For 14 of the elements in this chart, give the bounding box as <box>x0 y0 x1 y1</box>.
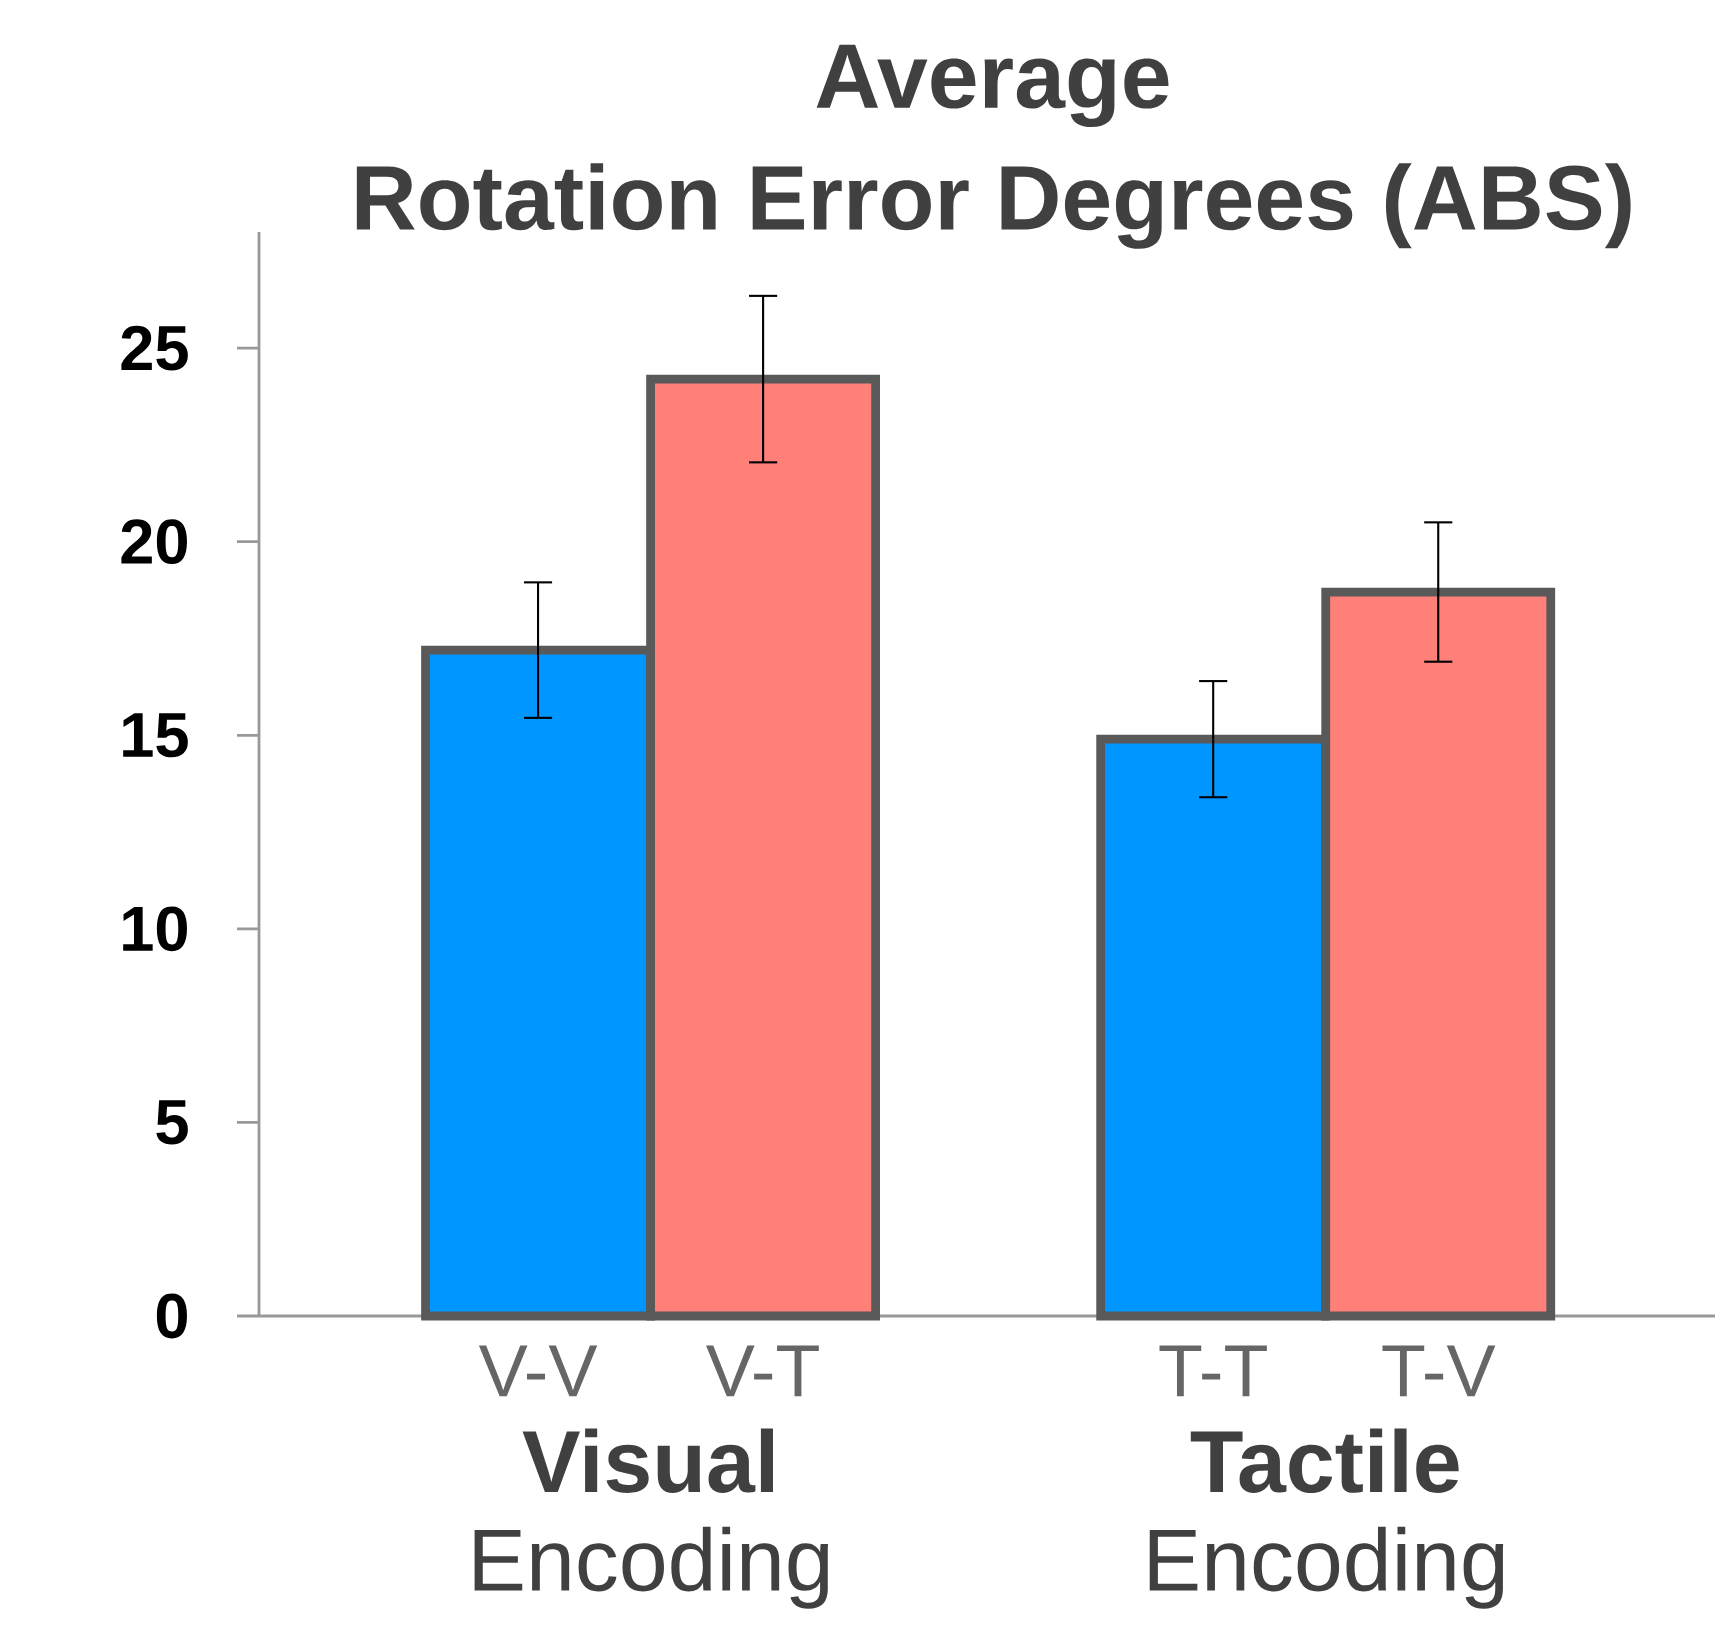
x-tick-label: T-V <box>1382 1345 1496 1397</box>
text: Visual Encoding <box>474 1428 829 1609</box>
y-tick-label: 0 <box>156 1293 187 1339</box>
x-tick-label: V-V <box>478 1345 598 1397</box>
chart-subtitle: Rotation Error Degrees (ABS) <box>356 163 1631 249</box>
y-tick-label: 10 <box>123 906 187 952</box>
text: Tactile Encoding <box>1149 1428 1504 1609</box>
y-tick-label: 25 <box>121 325 188 371</box>
y-tick-label: 5 <box>156 1100 188 1145</box>
x-tick-label: T-T <box>1159 1345 1267 1397</box>
x-tick-label: V-T <box>706 1345 819 1397</box>
chart-title: Average <box>816 44 1169 128</box>
y-tick-label: 15 <box>123 713 188 758</box>
y-tick-label: 20 <box>121 519 187 565</box>
